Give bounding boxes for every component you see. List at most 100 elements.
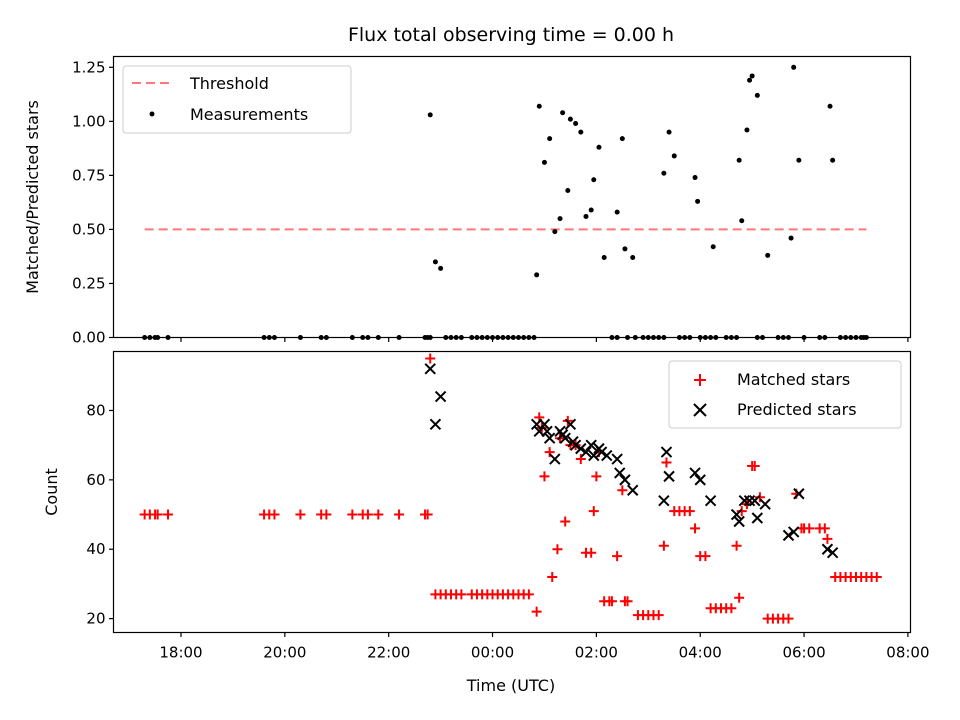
matched-point — [425, 353, 436, 364]
ratio-y-axis-label: Matched/Predicted stars — [23, 100, 42, 294]
matched-point — [362, 509, 373, 520]
matched-point — [690, 523, 701, 534]
measurement-point — [754, 92, 760, 98]
count-y-axis-label: Count — [42, 468, 61, 516]
ratio-y-tick-label: 1.00 — [72, 112, 105, 130]
measurement-point — [765, 252, 771, 258]
matched-point — [394, 509, 405, 520]
matched-point — [661, 457, 672, 468]
matched-point — [347, 509, 358, 520]
matched-point — [422, 509, 433, 520]
ratio-y-ticks: 0.00 0.25 0.50 0.75 1.00 1.25 — [72, 58, 114, 347]
matched-point — [617, 485, 628, 496]
x-tick-label: 20:00 — [263, 644, 306, 662]
matched-point — [612, 551, 623, 562]
predicted-point — [614, 467, 626, 479]
predicted-point — [559, 432, 571, 444]
matched-point — [731, 540, 742, 551]
matched-point — [726, 603, 737, 614]
measurement-point — [536, 103, 542, 109]
x-tick-label: 04:00 — [679, 644, 722, 662]
measurement-point — [630, 255, 636, 261]
count-plot-frame — [112, 350, 912, 634]
matched-point — [658, 540, 669, 551]
predicted-point — [595, 446, 608, 458]
matched-point — [575, 454, 586, 465]
matched-point — [734, 592, 745, 603]
matched-point — [653, 610, 664, 621]
legend-matched-swatch — [694, 374, 706, 386]
predicted-point — [424, 363, 436, 375]
matched-point — [152, 509, 163, 520]
ratio-legend-box — [122, 65, 352, 134]
count-y-ticks: 20 40 60 80 — [86, 401, 114, 628]
x-axis-label: Time (UTC) — [466, 676, 555, 695]
predicted-point — [569, 439, 582, 451]
predicted-point — [759, 498, 771, 510]
predicted-point — [782, 529, 795, 542]
measurement-point — [578, 129, 584, 135]
predicted-point — [627, 484, 639, 496]
matched-point — [783, 613, 794, 624]
predicted-point — [793, 488, 805, 500]
measurement-point — [601, 255, 607, 261]
measurement-point — [583, 213, 589, 219]
matched-point — [700, 551, 711, 562]
count-x-ticks: 18:00 20:00 22:00 00:00 02:00 04:00 06:00 08:00 — [159, 632, 930, 662]
matched-point — [552, 544, 563, 555]
measurement-point — [427, 112, 433, 118]
ratio-y-tick-label: 0.75 — [72, 166, 105, 184]
predicted-point — [821, 543, 834, 555]
count-y-tick-label: 80 — [86, 401, 105, 419]
measurement-point — [622, 246, 628, 252]
x-tick-label: 06:00 — [782, 644, 825, 662]
predicted-points — [424, 363, 839, 559]
matched-point — [736, 506, 747, 517]
matched-point — [754, 492, 765, 503]
matched-point — [544, 447, 555, 458]
count-panel: 20 40 60 80 18:00 20:00 22:00 00:00 02:00 04:00 0… — [42, 350, 930, 695]
predicted-point — [585, 439, 597, 451]
ratio-legend: Threshold Measurements — [122, 65, 352, 134]
matched-point — [531, 606, 542, 617]
measurement-point — [534, 272, 540, 278]
measurement-point — [710, 244, 716, 250]
ratio-plot-frame — [112, 55, 912, 339]
predicted-point — [826, 547, 839, 559]
predicted-point — [619, 474, 631, 486]
measurement-point — [739, 218, 745, 224]
measurement-point — [744, 127, 750, 133]
measurement-point — [749, 73, 755, 79]
measurement-point — [619, 136, 625, 142]
matched-point — [321, 509, 332, 520]
x-tick-label: 00:00 — [471, 644, 514, 662]
measurement-point — [567, 116, 573, 122]
x-tick-label: 08:00 — [886, 644, 929, 662]
predicted-point — [611, 453, 623, 465]
predicted-point — [541, 425, 553, 437]
count-legend: Matched stars Predicted stars — [668, 360, 902, 429]
measurement-point — [547, 136, 553, 142]
predicted-point — [660, 446, 673, 458]
count-legend-box — [668, 360, 902, 429]
measurement-point — [557, 216, 563, 222]
matched-point — [539, 471, 550, 482]
count-y-tick-label: 20 — [86, 610, 105, 628]
matched-point — [749, 460, 760, 471]
predicted-point — [738, 494, 751, 507]
predicted-point — [434, 390, 447, 403]
measurement-point — [438, 265, 444, 271]
measurement-point — [827, 103, 833, 109]
legend-predicted-swatch — [693, 403, 707, 417]
matched-point — [588, 506, 599, 517]
legend-matched-label: Matched stars — [737, 370, 850, 389]
x-tick-label: 22:00 — [367, 644, 410, 662]
matched-point — [163, 509, 174, 520]
measurement-point — [552, 229, 558, 235]
x-tick-label: 18:00 — [159, 644, 202, 662]
predicted-point — [580, 446, 592, 458]
predicted-point — [538, 418, 551, 431]
matched-point — [560, 516, 571, 527]
predicted-point — [694, 474, 706, 486]
measurement-point — [666, 129, 672, 135]
